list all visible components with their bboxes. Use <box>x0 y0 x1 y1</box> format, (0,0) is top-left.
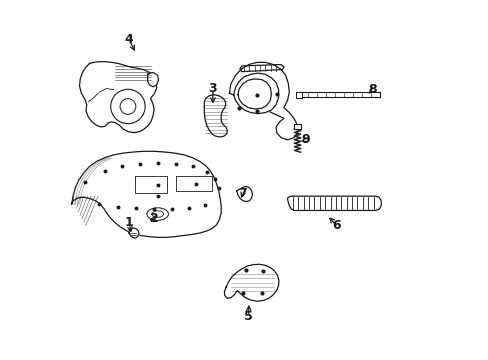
Polygon shape <box>80 62 156 133</box>
Polygon shape <box>204 95 227 137</box>
Polygon shape <box>287 196 381 211</box>
Polygon shape <box>72 151 221 237</box>
Text: 6: 6 <box>332 219 341 233</box>
Polygon shape <box>294 123 300 129</box>
Text: 4: 4 <box>124 33 133 46</box>
Polygon shape <box>229 62 297 140</box>
Circle shape <box>110 89 145 124</box>
Polygon shape <box>233 73 278 114</box>
Polygon shape <box>224 264 278 301</box>
Text: 3: 3 <box>208 82 217 95</box>
Circle shape <box>120 99 136 114</box>
Polygon shape <box>236 186 252 202</box>
Text: 2: 2 <box>149 212 158 225</box>
Text: 5: 5 <box>244 310 253 324</box>
Text: 1: 1 <box>124 216 133 229</box>
Polygon shape <box>301 93 379 97</box>
Polygon shape <box>240 64 284 72</box>
Ellipse shape <box>147 208 168 220</box>
Text: 7: 7 <box>238 187 246 200</box>
Text: 8: 8 <box>368 83 376 96</box>
Polygon shape <box>238 79 271 109</box>
Text: 9: 9 <box>301 133 310 146</box>
Polygon shape <box>147 72 158 87</box>
Polygon shape <box>129 228 139 238</box>
